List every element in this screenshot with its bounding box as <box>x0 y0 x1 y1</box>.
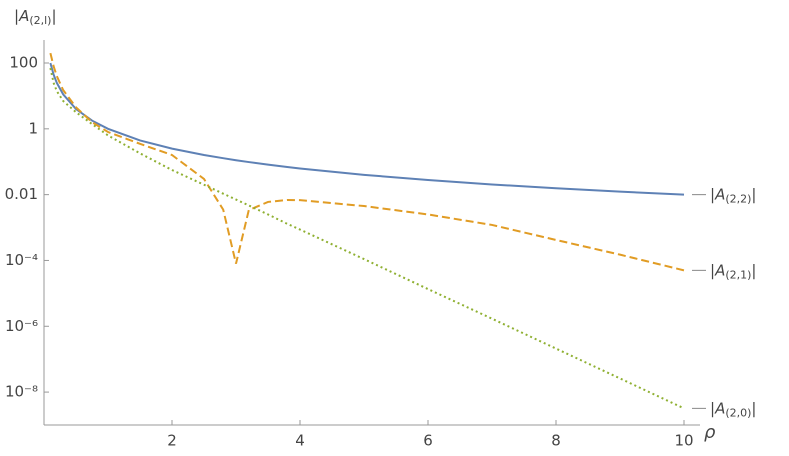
y-tick-label: 100 <box>9 54 38 72</box>
series-line <box>49 52 685 272</box>
x-tick-label: 6 <box>423 432 433 450</box>
y-tick-label: 1 <box>28 119 38 137</box>
legend-label: |A(2,0)| <box>710 399 756 420</box>
legend-label: |A(2,2)| <box>710 185 756 206</box>
y-tick-label: 10⁻⁴ <box>5 251 38 269</box>
series-line <box>49 62 685 196</box>
x-tick-label: 2 <box>167 432 177 450</box>
x-tick-label: 8 <box>551 432 561 450</box>
y-tick-label: 0.01 <box>5 185 38 203</box>
legend-label: |A(2,1)| <box>710 261 756 282</box>
y-tick-label: 10⁻⁶ <box>5 317 38 335</box>
y-axis-label: |A(2,l)| <box>14 7 57 28</box>
y-tick-label: 10⁻⁸ <box>5 383 38 401</box>
x-axis-label: ρ <box>704 422 716 443</box>
x-tick-label: 10 <box>674 432 693 450</box>
series-line <box>49 67 685 410</box>
x-tick-label: 4 <box>295 432 305 450</box>
